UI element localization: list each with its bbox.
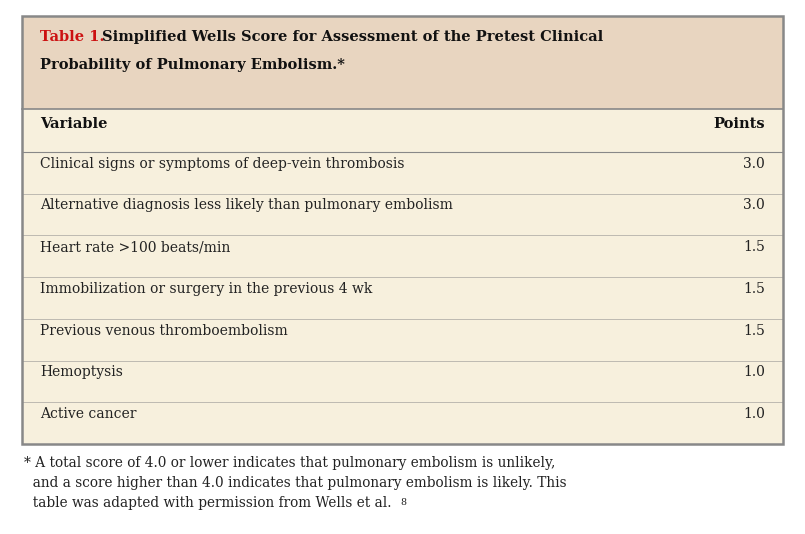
Text: Points: Points xyxy=(713,117,765,131)
Text: table was adapted with permission from Wells et al.: table was adapted with permission from W… xyxy=(24,496,391,510)
Text: * A total score of 4.0 or lower indicates that pulmonary embolism is unlikely,: * A total score of 4.0 or lower indicate… xyxy=(24,456,555,470)
Text: 8: 8 xyxy=(400,498,406,507)
Text: Active cancer: Active cancer xyxy=(40,407,137,421)
Bar xyxy=(22,16,783,444)
Text: 1.5: 1.5 xyxy=(743,324,765,337)
Text: and a score higher than 4.0 indicates that pulmonary embolism is likely. This: and a score higher than 4.0 indicates th… xyxy=(24,476,567,490)
Text: Immobilization or surgery in the previous 4 wk: Immobilization or surgery in the previou… xyxy=(40,282,373,296)
Text: 1.0: 1.0 xyxy=(743,365,765,379)
Text: 1.5: 1.5 xyxy=(743,240,765,254)
Text: Heart rate >100 beats/min: Heart rate >100 beats/min xyxy=(40,240,230,254)
Bar xyxy=(22,16,783,109)
Text: Clinical signs or symptoms of deep-vein thrombosis: Clinical signs or symptoms of deep-vein … xyxy=(40,156,404,171)
Text: Previous venous thromboembolism: Previous venous thromboembolism xyxy=(40,324,287,337)
Text: 1.5: 1.5 xyxy=(743,282,765,296)
Text: Hemoptysis: Hemoptysis xyxy=(40,365,123,379)
Text: 1.0: 1.0 xyxy=(743,407,765,421)
Text: Probability of Pulmonary Embolism.*: Probability of Pulmonary Embolism.* xyxy=(40,58,345,72)
Text: 3.0: 3.0 xyxy=(743,199,765,213)
Text: Table 1.: Table 1. xyxy=(40,30,105,44)
Text: Alternative diagnosis less likely than pulmonary embolism: Alternative diagnosis less likely than p… xyxy=(40,199,453,213)
Text: Variable: Variable xyxy=(40,117,108,131)
Bar xyxy=(22,109,783,444)
Text: 3.0: 3.0 xyxy=(743,156,765,171)
Text: Simplified Wells Score for Assessment of the Pretest Clinical: Simplified Wells Score for Assessment of… xyxy=(102,30,603,44)
